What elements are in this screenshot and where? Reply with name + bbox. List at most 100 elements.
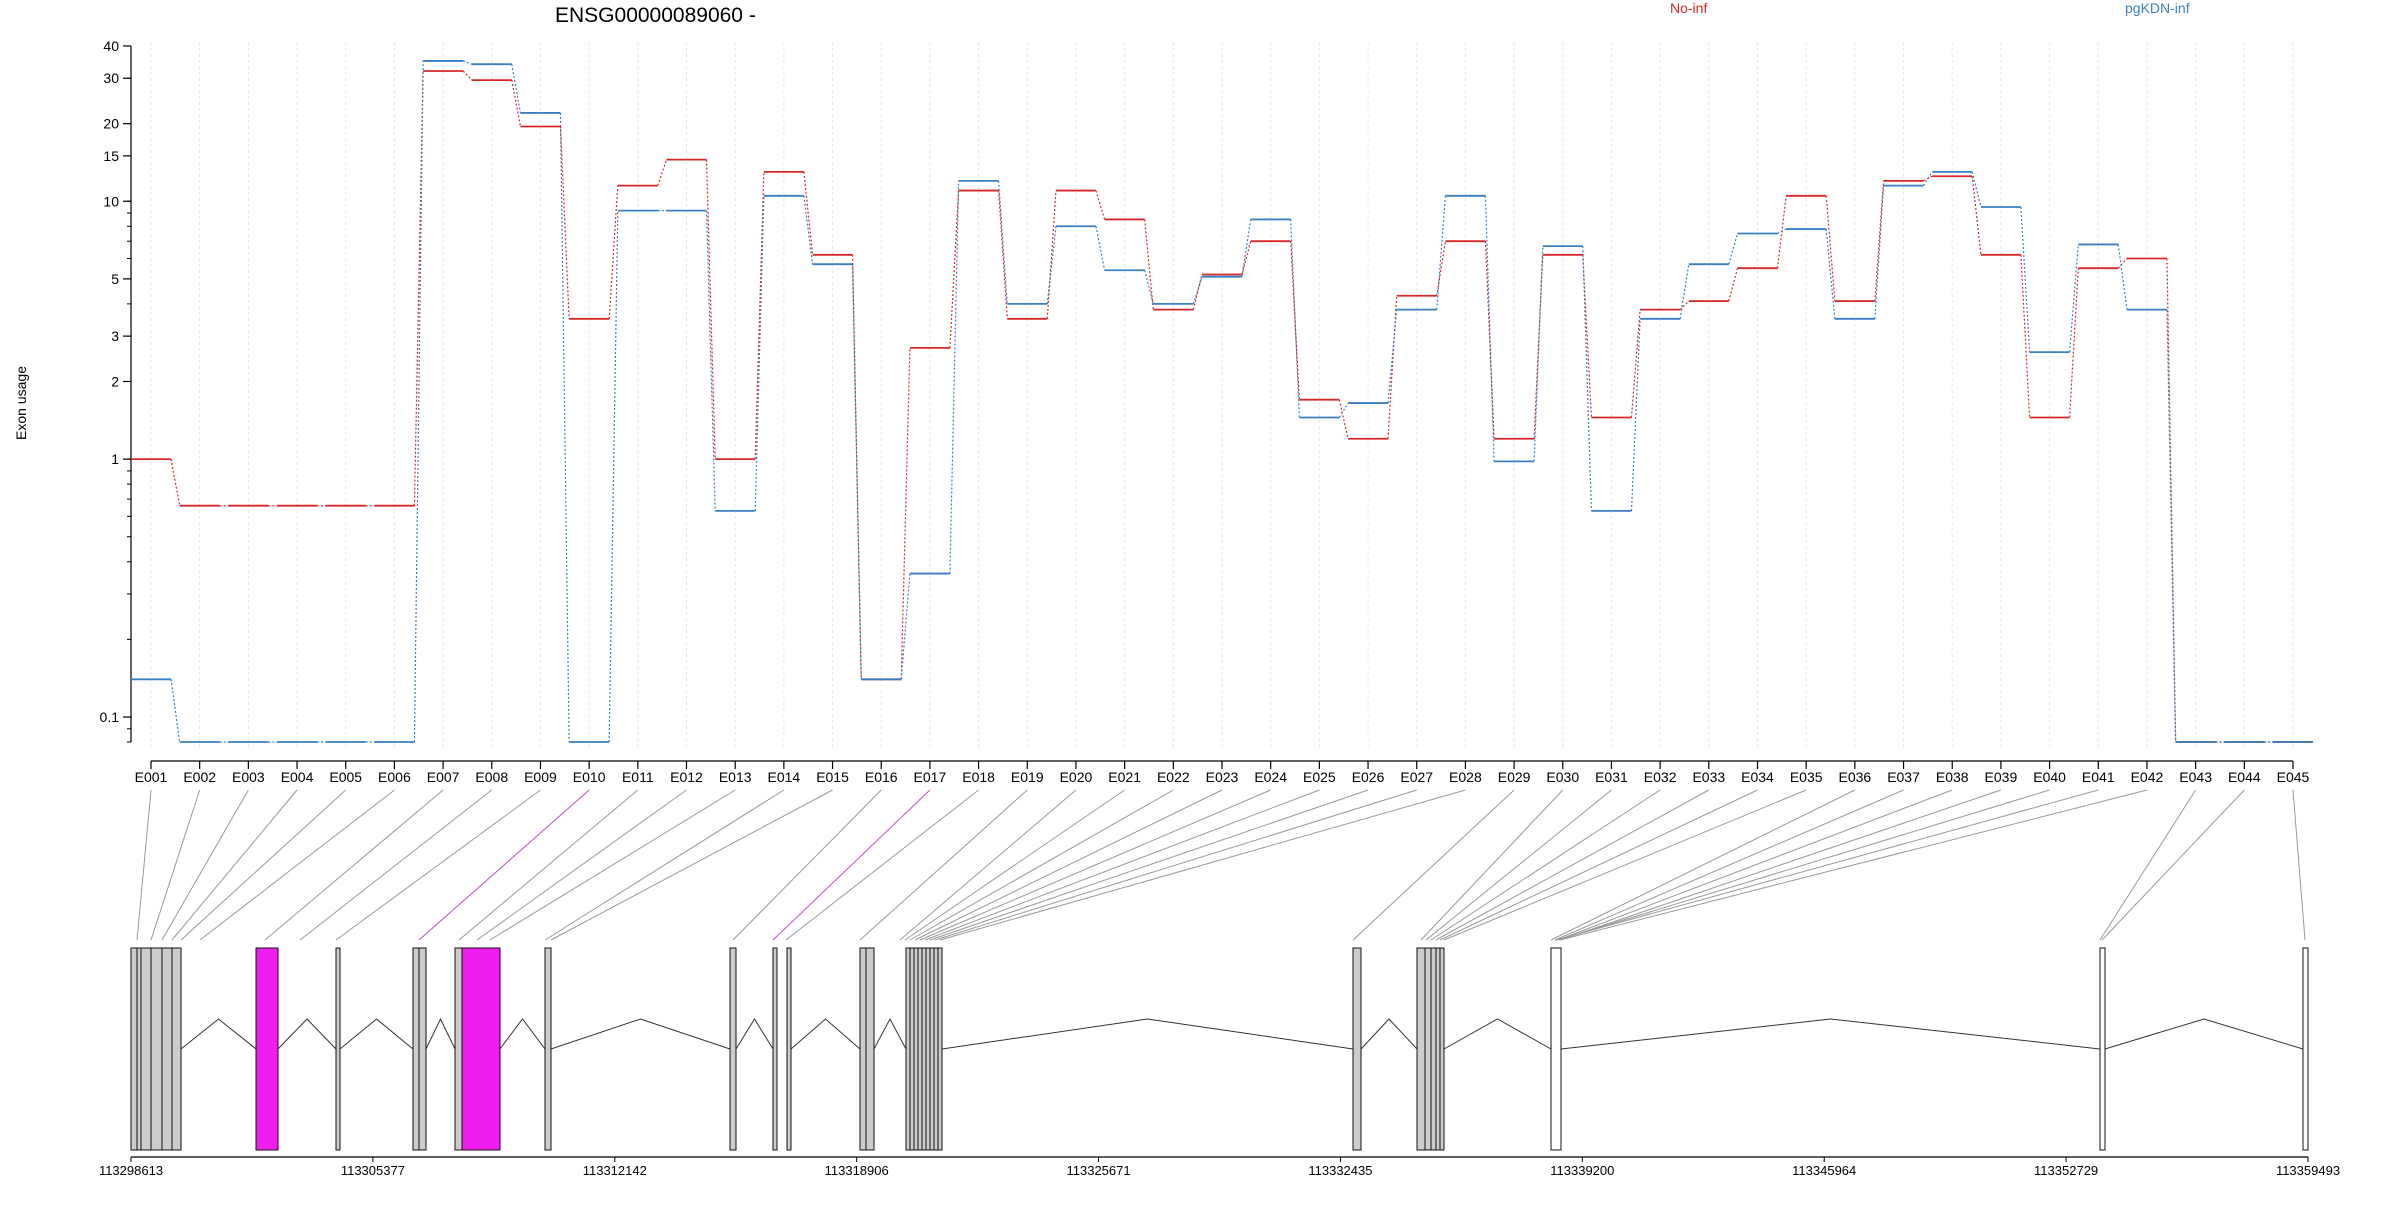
- connector-e022: [909, 789, 1174, 941]
- series-0-connector-e019: [1046, 190, 1057, 319]
- connector-e039: [1559, 789, 2002, 941]
- series-1-connector-e041: [2117, 244, 2128, 310]
- x-tick-label-e009: E009: [524, 769, 557, 785]
- intron-8: [790, 1018, 861, 1050]
- exon-box-20: [909, 947, 915, 1151]
- series-1-connector-e013: [754, 195, 765, 511]
- x-tick-label-e007: E007: [427, 769, 460, 785]
- x-tick-label-e018: E018: [962, 769, 995, 785]
- x-tick-label-e013: E013: [719, 769, 752, 785]
- x-tick-label-e012: E012: [670, 769, 703, 785]
- series-0-connector-e014: [803, 171, 814, 255]
- series-1-connector-e025: [1338, 402, 1349, 418]
- series-1-connector-e036: [1874, 185, 1885, 319]
- exon-box-21: [913, 947, 919, 1151]
- series-1-connector-e023: [1241, 219, 1252, 277]
- x-tick-label-e037: E037: [1887, 769, 1920, 785]
- series-0-connector-e040: [2068, 268, 2079, 418]
- connector-e030: [1420, 789, 1564, 941]
- x-tick-label-e029: E029: [1498, 769, 1531, 785]
- x-tick-label-e015: E015: [816, 769, 849, 785]
- coord-tick-label: 113339200: [1550, 1163, 1614, 1178]
- connector-e001: [136, 789, 152, 941]
- series-0-connector-e010: [608, 185, 619, 319]
- y-axis: 0.1 1 2 3 5 10 15 20 30 40: [100, 38, 132, 743]
- exon-box-10: [418, 947, 427, 1151]
- connector-e037: [1554, 789, 1904, 941]
- y-tick-label: 3: [111, 328, 119, 344]
- series-0-connector-e008: [511, 79, 522, 127]
- connector-e018: [785, 789, 979, 941]
- x-tick-label-e045: E045: [2277, 769, 2310, 785]
- series-1-connector-e018: [997, 180, 1008, 304]
- series-0-connector-e036: [1874, 180, 1885, 302]
- exon-box-24: [925, 947, 931, 1151]
- y-tick-label: 30: [103, 70, 119, 86]
- intron-2: [277, 1018, 337, 1050]
- coord-tick-label: 113332435: [1308, 1163, 1372, 1178]
- x-tick-label-e008: E008: [475, 769, 508, 785]
- exon-box-32: [1435, 947, 1441, 1151]
- exon-box-26: [933, 947, 939, 1151]
- x-tick-label-e010: E010: [573, 769, 606, 785]
- exon-box-27: [937, 947, 943, 1151]
- y-tick-label: 15: [103, 148, 119, 164]
- y-tick-label: 20: [103, 116, 119, 132]
- exon-box-16: [786, 947, 792, 1151]
- coord-tick-label: 113352729: [2034, 1163, 2098, 1178]
- connector-e017: [772, 789, 931, 941]
- coord-tick-label: 113318906: [825, 1163, 889, 1178]
- connector-e006: [199, 789, 395, 941]
- exon-box-22: [917, 947, 923, 1151]
- connector-e005: [180, 789, 347, 941]
- x-tick-label-e011: E011: [622, 769, 654, 785]
- x-tick-label-e034: E034: [1741, 769, 1774, 785]
- x-tick-label-e001: E001: [135, 769, 168, 785]
- series-0-connector-e041: [2117, 258, 2128, 269]
- connector-e026: [929, 789, 1369, 941]
- intron-5: [499, 1018, 546, 1050]
- exon-box-36: [2302, 947, 2309, 1151]
- series-0-connector-e031: [1630, 309, 1641, 418]
- connector-e045: [2292, 789, 2306, 941]
- x-tick-label-e030: E030: [1546, 769, 1579, 785]
- series-0-connector-e027: [1436, 241, 1447, 296]
- x-tick-label-e041: E041: [2082, 769, 2115, 785]
- intron-3: [339, 1018, 414, 1050]
- coord-tick-label: 113359493: [2276, 1163, 2340, 1178]
- series-1-connector-e020: [1095, 226, 1106, 271]
- x-tick-label-e044: E044: [2228, 769, 2261, 785]
- connector-e011: [458, 789, 639, 941]
- intron-13: [1560, 1018, 2101, 1050]
- x-tick-label-e003: E003: [232, 769, 265, 785]
- exon-box-8: [335, 947, 341, 1151]
- connector-e023: [914, 789, 1223, 941]
- intron-4: [425, 1017, 456, 1050]
- series-pgkdn-inf: [131, 60, 2313, 743]
- x-axis: E001 E002 E003 E004 E005 E006 E007 E008 E009 E010…: [135, 760, 2310, 785]
- series-1-connector-e021: [1144, 270, 1154, 305]
- y-tick-label: 2: [111, 374, 119, 390]
- y-tick-label: 5: [111, 271, 119, 287]
- y-tick-label: 0.1: [100, 709, 120, 725]
- connector-e020: [899, 789, 1077, 941]
- series-0-connector-e015: [851, 254, 862, 680]
- x-tick-label-e035: E035: [1790, 769, 1823, 785]
- x-tick-label-e017: E017: [914, 769, 947, 785]
- gene-model: [130, 947, 2309, 1151]
- connector-e019: [859, 789, 1028, 941]
- connector-e024: [919, 789, 1271, 941]
- series-1-connector-e027: [1436, 195, 1447, 310]
- x-tick-label-e039: E039: [1985, 769, 2018, 785]
- series-1-connector-e024: [1290, 219, 1300, 418]
- series-0-connector-e023: [1241, 241, 1252, 275]
- connector-e044: [2101, 789, 2245, 941]
- connector-e031: [1425, 789, 1612, 941]
- exon-box-28: [1352, 947, 1362, 1151]
- series-0-connector-e025: [1338, 399, 1349, 439]
- x-tick-label-e021: E021: [1108, 769, 1141, 785]
- coord-tick-label: 113325671: [1067, 1163, 1131, 1178]
- exon-box-29: [1416, 947, 1426, 1151]
- exon-connectors: [136, 789, 2306, 941]
- exon-box-13: [544, 947, 552, 1151]
